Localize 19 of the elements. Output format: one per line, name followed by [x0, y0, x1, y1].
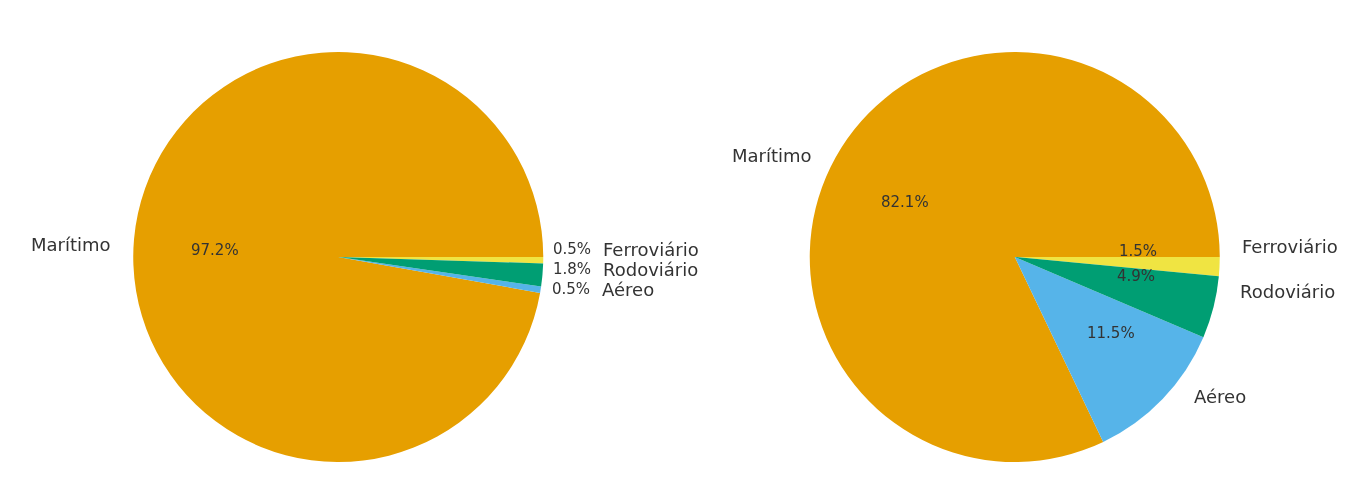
- slice-label: Rodoviário: [1240, 281, 1336, 302]
- data-label: 1.8%: [553, 260, 592, 278]
- slice-label: Marítimo: [732, 145, 812, 166]
- pie-slice: [1014, 257, 1219, 338]
- pie-slice: [133, 52, 544, 462]
- slice-label: Aéreo: [1194, 386, 1247, 407]
- slice-label: Ferroviário: [1242, 236, 1338, 257]
- slice-label: Ferroviário: [603, 239, 699, 260]
- data-label: 82.1%: [881, 193, 929, 211]
- slice-label: Marítimo: [31, 234, 111, 255]
- data-label: 11.5%: [1087, 324, 1135, 342]
- data-label: 0.5%: [552, 280, 591, 298]
- pie-slice: [338, 257, 542, 293]
- data-label: 1.5%: [1119, 242, 1158, 260]
- slice-label: Rodoviário: [603, 259, 699, 280]
- data-label: 4.9%: [1117, 267, 1156, 285]
- data-label: 0.5%: [553, 240, 592, 258]
- slice-label: Aéreo: [602, 279, 655, 300]
- data-label: 97.2%: [191, 241, 239, 259]
